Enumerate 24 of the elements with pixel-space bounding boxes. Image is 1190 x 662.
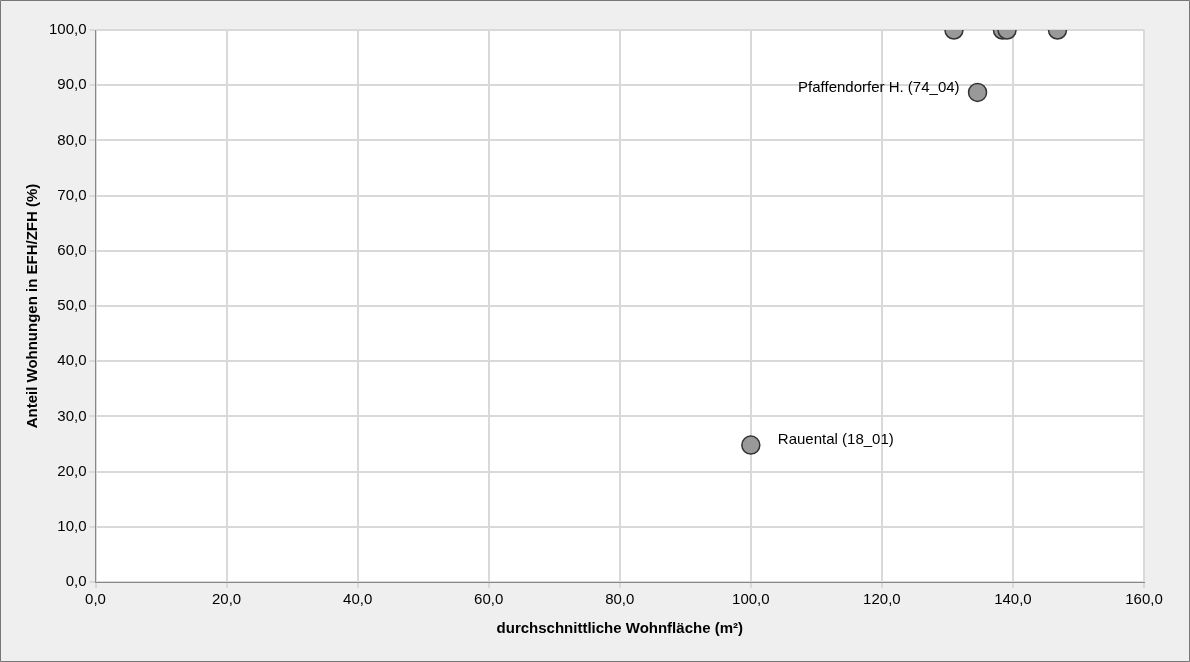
y-tick-label: 40,0	[57, 351, 87, 369]
annotation: Pfaffendorfer H. (74_04)	[798, 77, 960, 95]
x-axis-title: durchschnittliche Wohnfläche (m²)	[496, 619, 743, 637]
x-tick-label: 0,0	[85, 590, 106, 608]
x-tick-label: 60,0	[474, 590, 504, 608]
y-tick-label: 80,0	[57, 130, 87, 148]
y-tick-label: 10,0	[57, 516, 87, 534]
x-tick-label: 80,0	[605, 590, 635, 608]
y-tick-label: 50,0	[57, 296, 87, 314]
x-tick-label: 100,0	[732, 590, 770, 608]
y-tick-label: 100,0	[48, 20, 87, 38]
y-tick-label: 90,0	[57, 75, 87, 93]
x-tick-label: 20,0	[211, 590, 242, 608]
y-tick-label: 70,0	[57, 185, 87, 203]
y-tick-label: 60,0	[57, 240, 87, 258]
y-tick-label: 0,0	[65, 572, 87, 590]
x-tick-label: 120,0	[863, 590, 901, 608]
y-tick-label: 30,0	[57, 406, 87, 424]
y-axis-title: Anteil Wohnungen in EFH/ZFH (%)	[23, 183, 41, 429]
x-tick-label: 160,0	[1125, 590, 1163, 608]
y-tick-label: 20,0	[57, 461, 87, 479]
annotation: Rauental (18_01)	[777, 430, 894, 448]
x-tick-label: 140,0	[994, 590, 1032, 608]
x-tick-label: 40,0	[343, 590, 373, 608]
